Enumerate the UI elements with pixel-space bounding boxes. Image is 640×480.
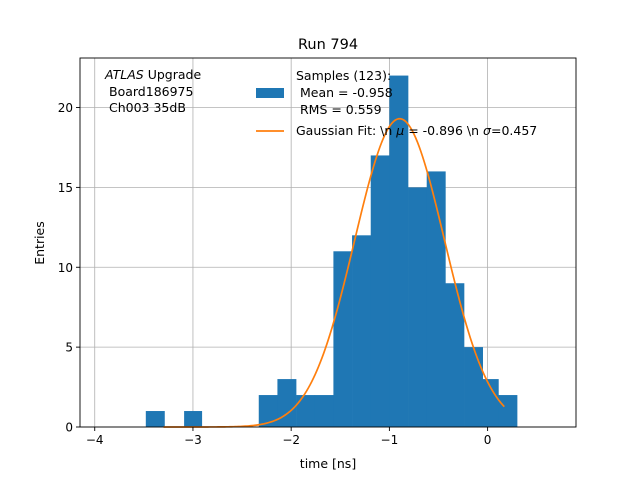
- histogram-bar: [258, 395, 278, 427]
- histogram-bar: [333, 251, 353, 427]
- histogram-bar: [370, 155, 390, 427]
- y-tick-label: 0: [65, 421, 73, 435]
- histogram-bar: [184, 411, 203, 427]
- histogram-bar: [314, 395, 334, 427]
- legend-fit-label: Gaussian Fit: \n μ = -0.896 \n σ=0.457: [296, 123, 537, 138]
- histogram-bar: [426, 171, 446, 427]
- x-tick-label: −1: [381, 433, 399, 447]
- legend-fit-sigma: σ: [483, 123, 492, 138]
- histogram-bar: [464, 347, 483, 427]
- legend-fit-prefix: Gaussian Fit: \n: [296, 123, 396, 138]
- legend-fit-mu: μ: [395, 123, 404, 138]
- x-axis-ticks: −4 −3 −2 −1 0: [86, 427, 492, 447]
- x-tick-label: −4: [86, 433, 104, 447]
- x-tick-label: −3: [184, 433, 202, 447]
- histogram-bar: [296, 395, 316, 427]
- annotation-line-2: Board186975: [109, 84, 193, 99]
- x-tick-label: 0: [484, 433, 492, 447]
- legend-fit-mid: = -0.896 \n: [404, 123, 483, 138]
- y-axis-label: Entries: [32, 221, 47, 265]
- histogram-bar: [389, 75, 409, 428]
- annotation-line-3: Ch003 35dB: [109, 100, 186, 115]
- legend-hist-line-1: Samples (123):: [296, 68, 391, 83]
- y-tick-label: 5: [65, 341, 73, 355]
- annotation-atlas: ATLAS: [104, 67, 144, 82]
- y-tick-label: 20: [58, 101, 73, 115]
- legend-hist-line-2: Mean = -0.958: [296, 85, 393, 100]
- chart-title: Run 794: [298, 37, 358, 53]
- y-tick-label: 10: [58, 261, 73, 275]
- histogram-bar: [277, 379, 297, 427]
- histogram-bars: [145, 75, 518, 428]
- histogram-bar: [445, 283, 465, 427]
- annotation-upgrade: Upgrade: [144, 67, 202, 82]
- legend-fit-suffix: =0.457: [491, 123, 537, 138]
- histogram-bar: [352, 235, 372, 427]
- atlas-annotation: ATLAS Upgrade Board186975 Ch003 35dB: [104, 67, 201, 115]
- legend-hist-swatch: [256, 88, 284, 98]
- legend: Samples (123): Mean = -0.958 RMS = 0.559…: [256, 68, 537, 138]
- annotation-line-1: ATLAS Upgrade: [104, 67, 201, 82]
- y-tick-label: 15: [58, 181, 73, 195]
- histogram-bar: [482, 379, 499, 427]
- plot-frame: [79, 57, 577, 428]
- legend-hist-line-3: RMS = 0.559: [296, 102, 382, 117]
- histogram-bar: [498, 395, 518, 427]
- x-tick-label: −2: [282, 433, 300, 447]
- y-axis-ticks: 0 5 10 15 20: [58, 101, 80, 435]
- x-axis-label: time [ns]: [300, 456, 356, 471]
- histogram-bar: [145, 411, 165, 427]
- histogram-bar: [408, 187, 428, 427]
